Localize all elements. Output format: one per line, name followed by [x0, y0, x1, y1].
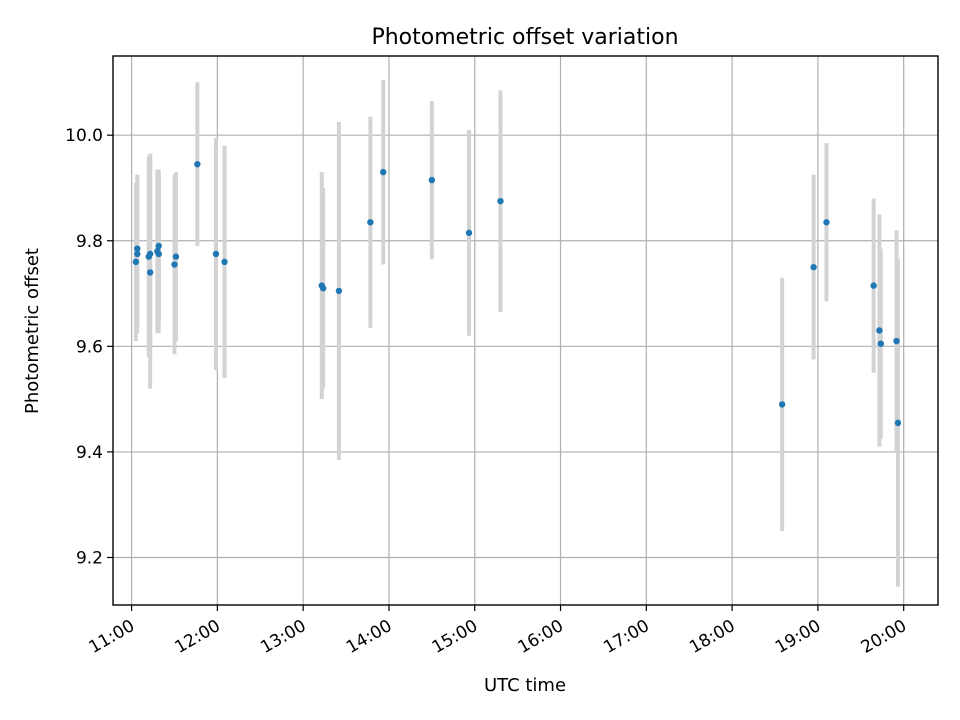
data-point [155, 250, 162, 258]
y-tick-label: 10.0 [65, 126, 103, 146]
data-point [194, 161, 201, 168]
data-point [870, 282, 877, 289]
x-tick-label: 20:00 [858, 616, 910, 658]
y-tick-label: 9.4 [76, 443, 103, 463]
data-point [146, 250, 154, 258]
y-tick-label: 9.6 [76, 337, 103, 357]
chart-title: Photometric offset variation [371, 25, 678, 50]
x-tick-label: 11:00 [86, 616, 138, 658]
y-tick-label: 9.8 [76, 232, 103, 252]
x-tick-label: 18:00 [686, 616, 738, 658]
data-point [823, 219, 830, 226]
x-tick-label: 14:00 [343, 616, 395, 658]
data-points [132, 161, 902, 427]
data-point [428, 176, 436, 184]
data-point [876, 327, 883, 334]
x-tick-label: 16:00 [515, 616, 567, 658]
data-point [319, 285, 327, 292]
grid-lines [113, 56, 938, 605]
plot-frame [112, 55, 939, 606]
x-tick-label: 12:00 [171, 616, 223, 658]
x-axis-ticks: 11:00 12:00 13:00 14:00 15:00 16:00 17:00 18:00… [86, 605, 910, 658]
y-axis-label: Photometric offset [22, 248, 43, 414]
data-point [893, 337, 900, 345]
data-point [877, 340, 885, 347]
data-point [497, 197, 504, 205]
data-point [221, 258, 228, 266]
data-point [810, 263, 817, 271]
x-tick-label: 17:00 [600, 616, 652, 658]
data-point [155, 242, 162, 250]
x-tick-label: 13:00 [257, 616, 309, 658]
data-point [171, 261, 178, 268]
x-tick-label: 19:00 [772, 616, 824, 658]
y-tick-label: 9.2 [76, 548, 103, 568]
x-axis-label: UTC time [484, 675, 566, 696]
x-tick-label: 15:00 [429, 616, 481, 658]
data-point [335, 287, 343, 295]
data-point [894, 419, 902, 427]
data-point [132, 258, 140, 266]
data-point [778, 401, 786, 408]
data-point [134, 245, 141, 252]
error-bars [133, 79, 900, 587]
data-point [172, 253, 180, 260]
data-point [212, 250, 220, 258]
data-point [465, 229, 473, 237]
data-point [134, 250, 141, 258]
data-point [367, 219, 374, 226]
data-point [380, 168, 387, 176]
y-axis-ticks: 9.2 9.4 9.6 9.8 10.0 [65, 126, 113, 568]
data-point [146, 269, 154, 276]
